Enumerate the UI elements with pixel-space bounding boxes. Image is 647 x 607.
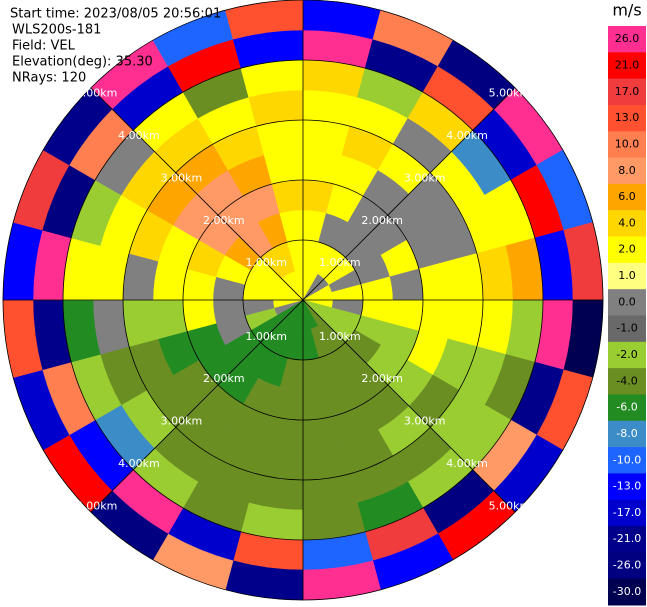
- range-label: 1.00km: [245, 256, 287, 269]
- colorbar-tick-label: -17.0: [613, 506, 641, 519]
- colorbar-swatch: [608, 578, 646, 606]
- header: Start time: 2023/08/05 20:56:01WLS200s-1…: [10, 7, 221, 86]
- radar-field: [2, 0, 604, 601]
- colorbar-tick-label: 8.0: [618, 164, 636, 177]
- velocity-cell: [122, 299, 159, 347]
- colorbar-tick-label: 21.0: [615, 58, 640, 71]
- colorbar-tick-label: 26.0: [615, 32, 640, 45]
- header-line: Start time: 2023/08/05 20:56:01: [10, 7, 221, 22]
- range-label: 1.00km: [319, 256, 361, 269]
- colorbar-swatch: [608, 26, 646, 53]
- range-label: 2.00km: [203, 372, 245, 385]
- range-label: 4.00km: [446, 129, 488, 142]
- range-label: 2.00km: [361, 372, 403, 385]
- colorbar-tick-label: -6.0: [616, 401, 637, 414]
- colorbar-tick-label: -1.0: [616, 322, 637, 335]
- range-labels: 1.00km 1.00km 1.00km 1.00km 2.00km 2.00km 2.00…: [76, 87, 531, 513]
- colorbar-swatch: [608, 447, 646, 474]
- colorbar-swatch: [608, 473, 646, 501]
- colorbar-swatch: [608, 131, 646, 159]
- velocity-cell: [447, 253, 484, 301]
- colorbar-tick-label: -13.0: [613, 480, 641, 493]
- velocity-cell: [122, 253, 159, 301]
- colorbar-tick-label: 17.0: [615, 85, 640, 98]
- colorbar-swatch: [608, 104, 646, 132]
- colorbar-swatch: [608, 52, 646, 80]
- colorbar-swatch: [608, 183, 646, 211]
- colorbar-swatch: [608, 552, 646, 580]
- colorbar-tick-label: -4.0: [616, 374, 637, 387]
- velocity-cell: [447, 299, 484, 347]
- colorbar-swatch: [608, 157, 646, 185]
- colorbar-title: m/s: [612, 1, 641, 20]
- colorbar-tick-label: -2.0: [616, 348, 637, 361]
- colorbar-swatch: [608, 394, 646, 422]
- range-label: 4.00km: [118, 129, 160, 142]
- range-label: 5.00km: [76, 499, 118, 512]
- colorbar-swatch: [608, 262, 646, 290]
- range-label: 3.00km: [161, 415, 203, 428]
- colorbar: m/s 26.0 21.0 17.0 13.0 10.0 8.0 6.0 4.0 2.0 1.0 0…: [608, 1, 646, 606]
- range-label: 2.00km: [203, 214, 245, 227]
- range-label: 4.00km: [118, 457, 160, 470]
- colorbar-tick-label: -26.0: [613, 559, 641, 572]
- colorbar-tick-label: -30.0: [613, 585, 641, 598]
- colorbar-tick-label: 0.0: [618, 295, 636, 308]
- velocity-cell: [302, 119, 350, 156]
- colorbar-swatch: [608, 78, 646, 106]
- colorbar-swatch: [608, 526, 646, 553]
- range-label: 5.00km: [76, 87, 118, 100]
- velocity-cell: [302, 444, 350, 481]
- colorbar-swatch: [608, 499, 646, 527]
- colorbar-swatch: [608, 210, 646, 238]
- range-label: 3.00km: [404, 171, 446, 184]
- colorbar-tick-label: 2.0: [618, 243, 636, 256]
- colorbar-swatch: [608, 315, 646, 343]
- colorbar-swatch: [608, 341, 646, 369]
- azimuth-line: [90, 87, 516, 513]
- colorbar-tick-label: 10.0: [615, 137, 640, 150]
- range-label: 4.00km: [446, 457, 488, 470]
- colorbar-tick-label: -21.0: [613, 532, 641, 545]
- range-label: 5.00km: [489, 499, 531, 512]
- range-label: 5.00km: [489, 87, 531, 100]
- header-line: Field: VEL: [12, 39, 76, 54]
- colorbar-swatch: [608, 289, 646, 316]
- range-label: 1.00km: [319, 330, 361, 343]
- velocity-cell: [256, 119, 304, 156]
- header-line: WLS200s-181: [12, 23, 101, 38]
- range-label: 3.00km: [161, 171, 203, 184]
- range-label: 2.00km: [361, 214, 403, 227]
- colorbar-swatch: [608, 368, 646, 395]
- grid: [2, 0, 604, 601]
- range-label: 1.00km: [245, 330, 287, 343]
- colorbar-tick-label: -8.0: [616, 427, 637, 440]
- colorbar-swatch: [608, 420, 646, 448]
- header-line: Elevation(deg): 35.30: [12, 55, 153, 70]
- header-line: NRays: 120: [12, 71, 86, 86]
- colorbar-tick-label: 4.0: [618, 216, 636, 229]
- colorbar-tick-label: -10.0: [613, 453, 641, 466]
- range-label: 3.00km: [404, 415, 446, 428]
- colorbar-tick-label: 6.0: [618, 190, 636, 203]
- colorbar-tick-label: 13.0: [615, 111, 640, 124]
- colorbar-swatch: [608, 236, 646, 264]
- colorbar-tick-label: 1.0: [618, 269, 636, 282]
- velocity-cell: [256, 444, 304, 481]
